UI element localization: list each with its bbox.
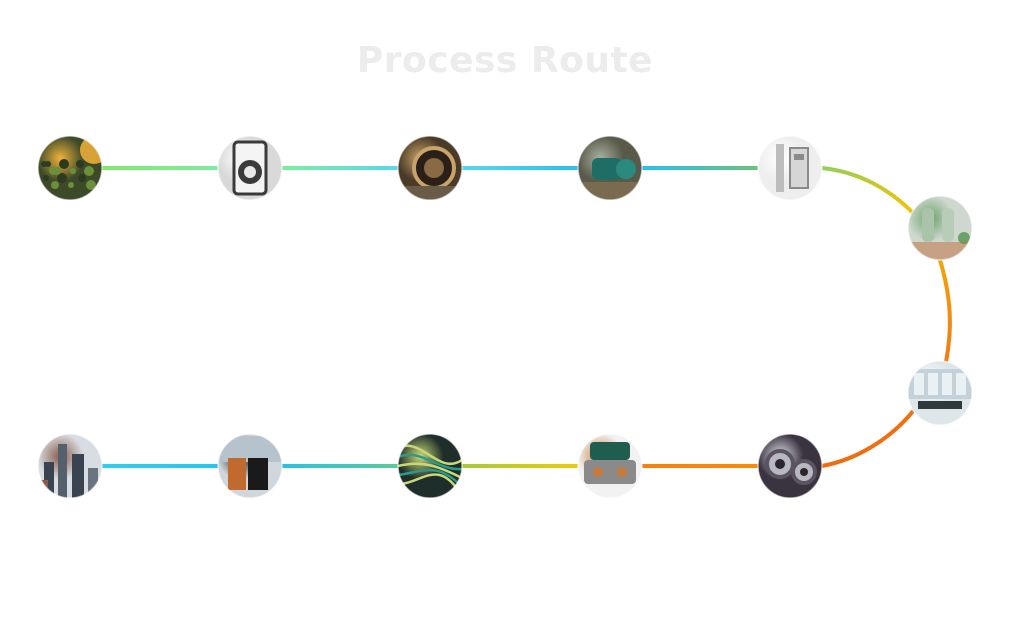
engine-block-icon[interactable] [577, 433, 643, 499]
steel-pipes-icon[interactable] [757, 433, 823, 499]
battery-cabinet-icon[interactable] [217, 433, 283, 499]
sorting-equipment-icon[interactable] [757, 135, 823, 201]
shredder-machine-icon[interactable] [217, 135, 283, 201]
lab-reactor-icon[interactable] [907, 195, 973, 262]
route-stations [37, 135, 973, 499]
drum-dryer-icon[interactable] [397, 135, 463, 202]
route-connectors [100, 166, 952, 468]
city-skyline-icon[interactable] [37, 433, 103, 499]
cable-bundle-icon[interactable] [397, 433, 463, 499]
connector-segment-7 [820, 408, 916, 468]
connector-segment-5 [820, 166, 914, 214]
connector-segment-6 [938, 258, 952, 364]
page-title: Process Route [356, 40, 654, 81]
green-pump-icon[interactable] [577, 135, 643, 202]
compost-soil-icon[interactable] [37, 135, 108, 201]
control-room-icon[interactable] [907, 360, 973, 426]
